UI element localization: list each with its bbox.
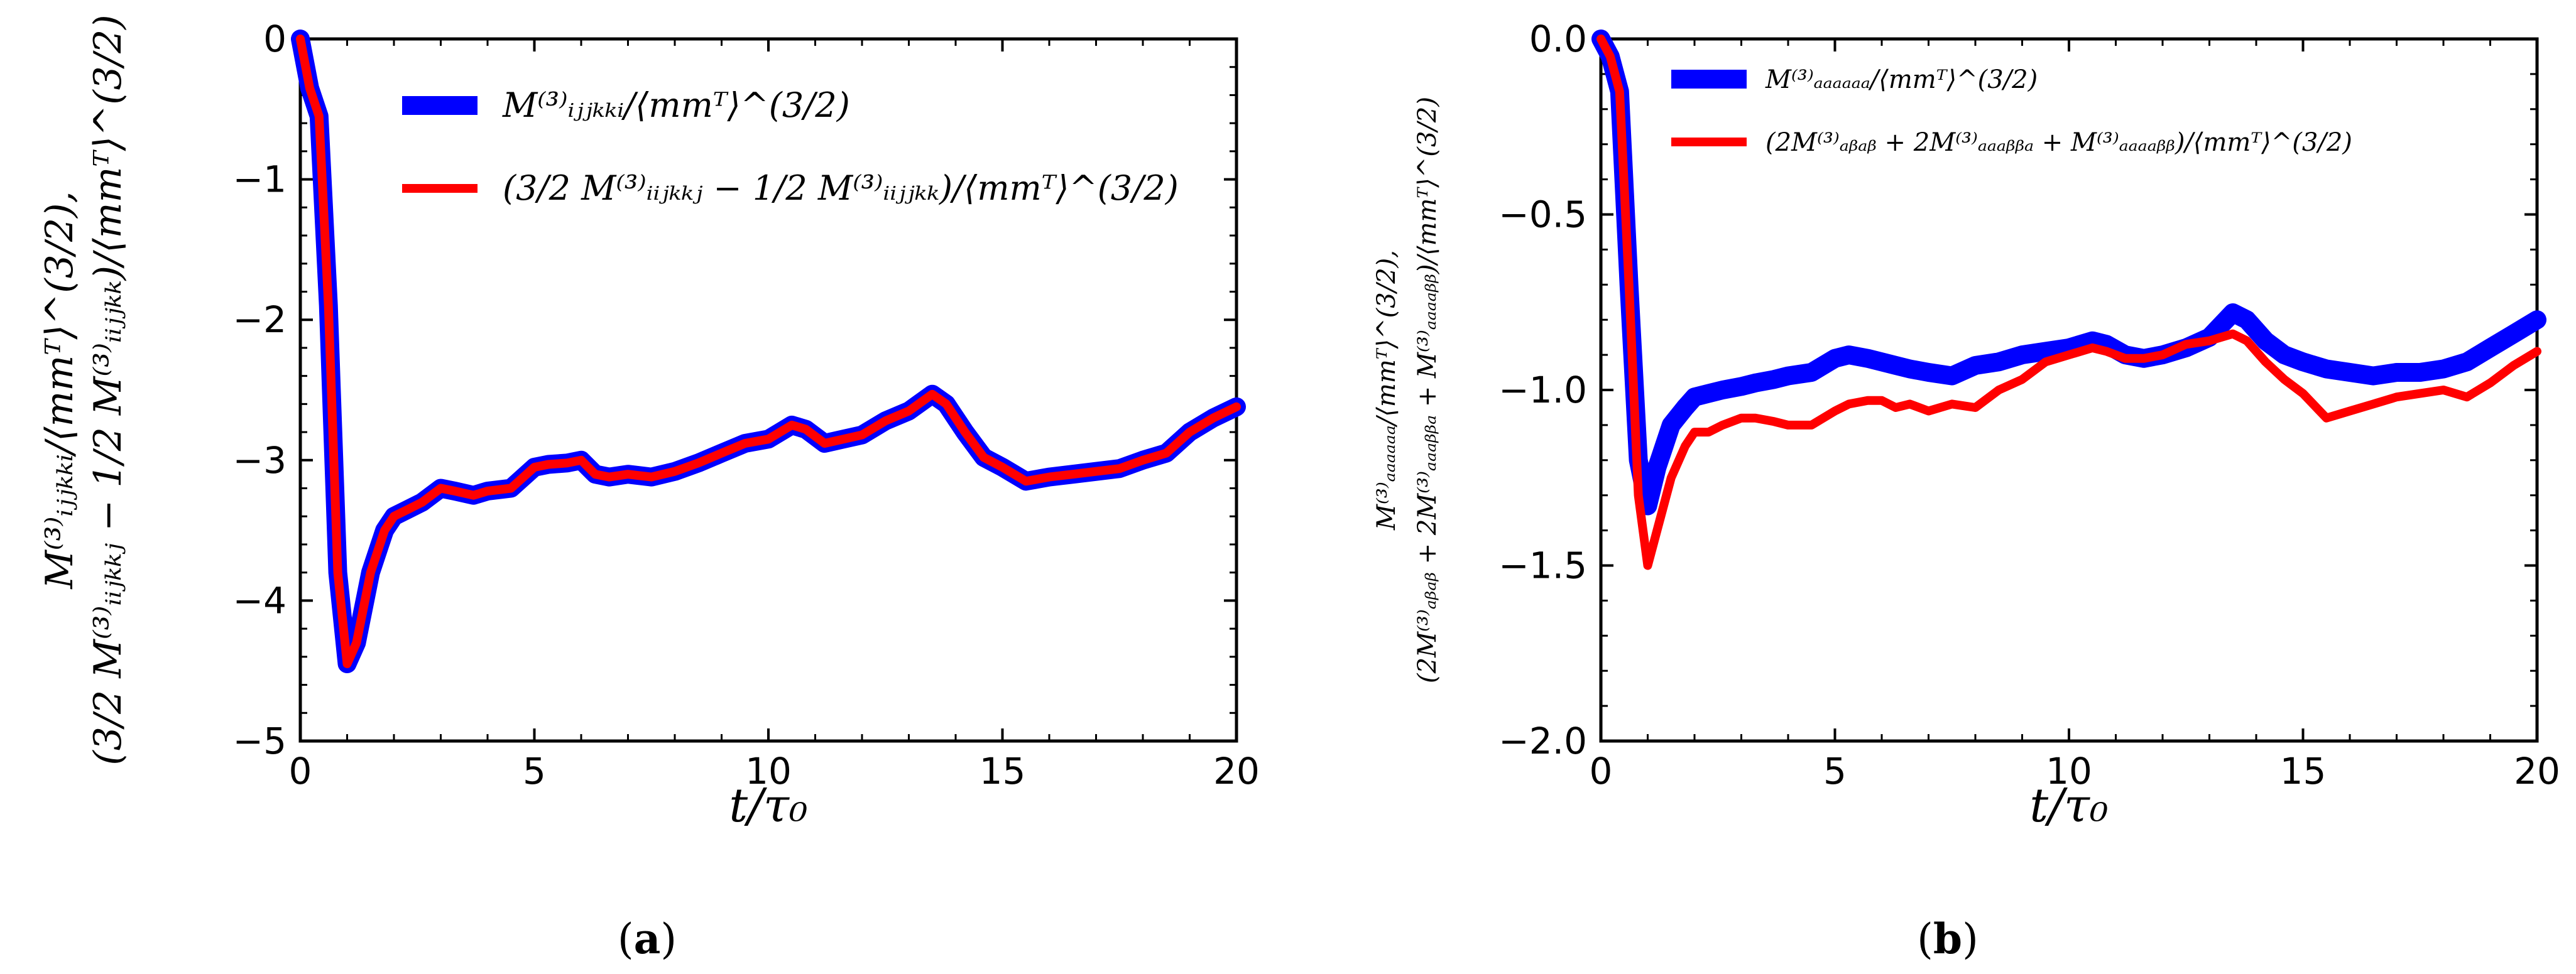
- panel-b-ytick-label: −2.0: [1498, 720, 1587, 762]
- panel-a-ytick-label: −2: [233, 298, 287, 341]
- panel-a-series: [291, 30, 1246, 673]
- panel-a-series-2-line: [296, 35, 1241, 668]
- panel-a-ytick-label: −5: [233, 720, 287, 762]
- panel-a-ytick-label: −3: [233, 439, 287, 482]
- panel-a-ytick-label: −1: [233, 158, 287, 201]
- panel-b-series-1-line: [1591, 30, 2546, 516]
- panel-a-xtick-label: 10: [745, 750, 792, 793]
- panel-a: 0 5 10 15 20 0 −1 −2 −3 −4 −5 t/τ₀ M⁽³⁾ᵢⱼⱼₖₖᵢ/⟨mmᵀ…: [38, 14, 1260, 963]
- panel-b-ylabel-line2: (2M⁽³⁾ₐᵦₐᵦ + 2M⁽³⁾ₐₐₐᵦᵦₐ + M⁽³⁾ₐₐₐₐᵦᵦ)/⟨…: [1413, 97, 1442, 683]
- panel-b-series: [1591, 30, 2546, 570]
- panel-a-xtick-label: 0: [289, 750, 312, 793]
- panel-a-ylabel-line2: (3/2 M⁽³⁾ᵢᵢⱼₖₖⱼ − 1/2 M⁽³⁾ᵢᵢⱼⱼₖₖ)/⟨mmᵀ⟩^…: [86, 14, 130, 765]
- panel-a-label: (a): [618, 914, 677, 963]
- panel-a-legend-label-2: (3/2 M⁽³⁾ᵢᵢⱼₖₖⱼ − 1/2 M⁽³⁾ᵢᵢⱼⱼₖₖ)/⟨mmᵀ⟩^…: [503, 168, 1179, 208]
- panel-b-ylabel-line1: M⁽³⁾ₐₐₐₐₐₐ/⟨mmᵀ⟩^(3/2),: [1372, 250, 1401, 531]
- panel-b-xtick-label: 15: [2280, 750, 2327, 793]
- panel-b-xtick-label: 20: [2514, 750, 2560, 793]
- panel-a-ytick-label: −4: [233, 579, 287, 622]
- panel-b-legend: M⁽³⁾ₐₐₐₐₐₐ/⟨mmᵀ⟩^(3/2) (2M⁽³⁾ₐᵦₐᵦ + 2M⁽³…: [1671, 65, 2352, 157]
- panel-a-legend-label-1: M⁽³⁾ᵢⱼⱼₖₖᵢ/⟨mmᵀ⟩^(3/2): [502, 85, 850, 125]
- panel-b: 0 5 10 15 20 0.0 −0.5 −1.0 −1.5 −2.0 t/τ₀ M⁽³⁾ₐₐₐ…: [1372, 18, 2560, 963]
- panel-b-ytick-label: −0.5: [1498, 193, 1587, 236]
- panel-b-xtick-label: 0: [1590, 750, 1613, 793]
- panel-b-ytick-label: 0.0: [1529, 18, 1587, 60]
- panel-b-xlabel: t/τ₀: [2029, 779, 2108, 833]
- panel-b-label: (b): [1917, 914, 1978, 963]
- panel-a-xlabel: t/τ₀: [729, 779, 807, 833]
- panel-a-legend: M⁽³⁾ᵢⱼⱼₖₖᵢ/⟨mmᵀ⟩^(3/2) (3/2 M⁽³⁾ᵢᵢⱼₖₖⱼ −…: [402, 85, 1179, 208]
- panel-b-ytick-label: −1.5: [1498, 544, 1587, 587]
- panel-a-xtick-label: 5: [523, 750, 546, 793]
- panel-b-series-2-line: [1596, 35, 2541, 570]
- panel-a-ylabel-line1: M⁽³⁾ᵢⱼⱼₖₖᵢ/⟨mmᵀ⟩^(3/2),: [38, 191, 82, 589]
- panel-a-plot-frame: [298, 37, 1238, 743]
- panel-a-ytick-label: 0: [263, 18, 287, 60]
- panel-a-xtick-label: 20: [1213, 750, 1260, 793]
- panel-b-xtick-label: 5: [1823, 750, 1847, 793]
- panel-b-ticks: 0 5 10 15 20 0.0 −0.5 −1.0 −1.5 −2.0: [1498, 18, 2560, 793]
- panel-b-xtick-label: 10: [2046, 750, 2092, 793]
- panel-b-legend-label-2: (2M⁽³⁾ₐᵦₐᵦ + 2M⁽³⁾ₐₐₐᵦᵦₐ + M⁽³⁾ₐₐₐₐᵦᵦ)/⟨…: [1766, 128, 2352, 157]
- panel-a-xtick-label: 15: [980, 750, 1026, 793]
- panel-a-ticks: 0 5 10 15 20 0 −1 −2 −3 −4 −5: [233, 18, 1260, 793]
- panel-b-ytick-label: −1.0: [1498, 369, 1587, 411]
- panel-b-legend-label-1: M⁽³⁾ₐₐₐₐₐₐ/⟨mmᵀ⟩^(3/2): [1765, 65, 2038, 94]
